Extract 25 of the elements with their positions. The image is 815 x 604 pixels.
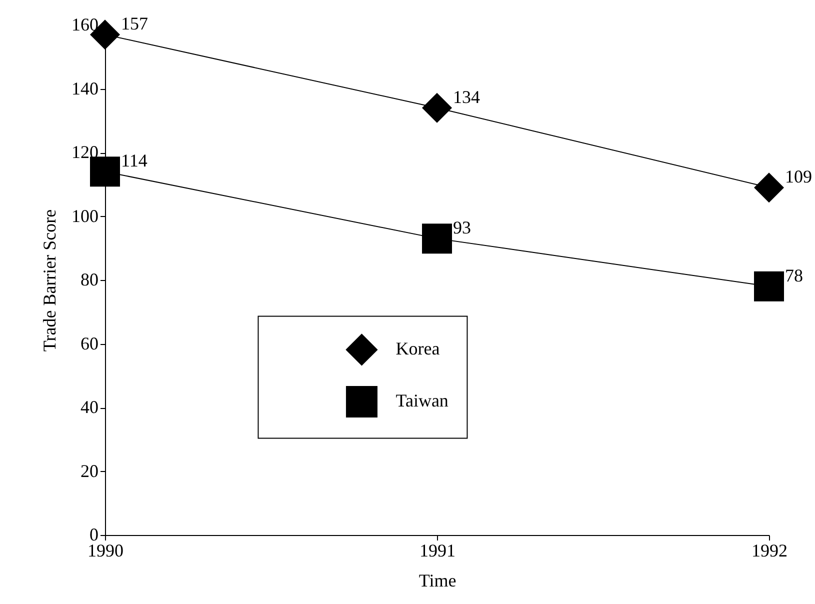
y-tick-label: 160 (72, 14, 98, 34)
data-label: 78 (785, 265, 803, 286)
y-tick-label: 120 (72, 142, 98, 162)
point (90, 156, 120, 187)
y-tick-label: 40 (80, 397, 98, 417)
x-tick-label: 1991 (420, 540, 456, 560)
point (754, 172, 784, 203)
y-tick-label: 140 (72, 78, 98, 98)
y-tick-label: 100 (72, 206, 98, 226)
legend-label: Taiwan (396, 390, 448, 411)
point (754, 271, 784, 302)
point (422, 92, 452, 123)
data-label: 114 (121, 150, 148, 171)
y-axis-title: Trade Barrier Score (40, 209, 60, 352)
point (422, 224, 452, 254)
x-tick-label: 1992 (752, 540, 788, 560)
x-axis-title: Time (418, 570, 456, 590)
data-label: 157 (121, 14, 148, 34)
y-tick-label: 60 (80, 333, 98, 354)
data-label: 109 (785, 166, 812, 187)
y-tick-label: 80 (80, 270, 98, 290)
data-label: 93 (453, 218, 471, 238)
data-label: 134 (453, 86, 480, 107)
y-tick-label: 20 (80, 460, 98, 481)
legend-label: Korea (396, 338, 440, 359)
